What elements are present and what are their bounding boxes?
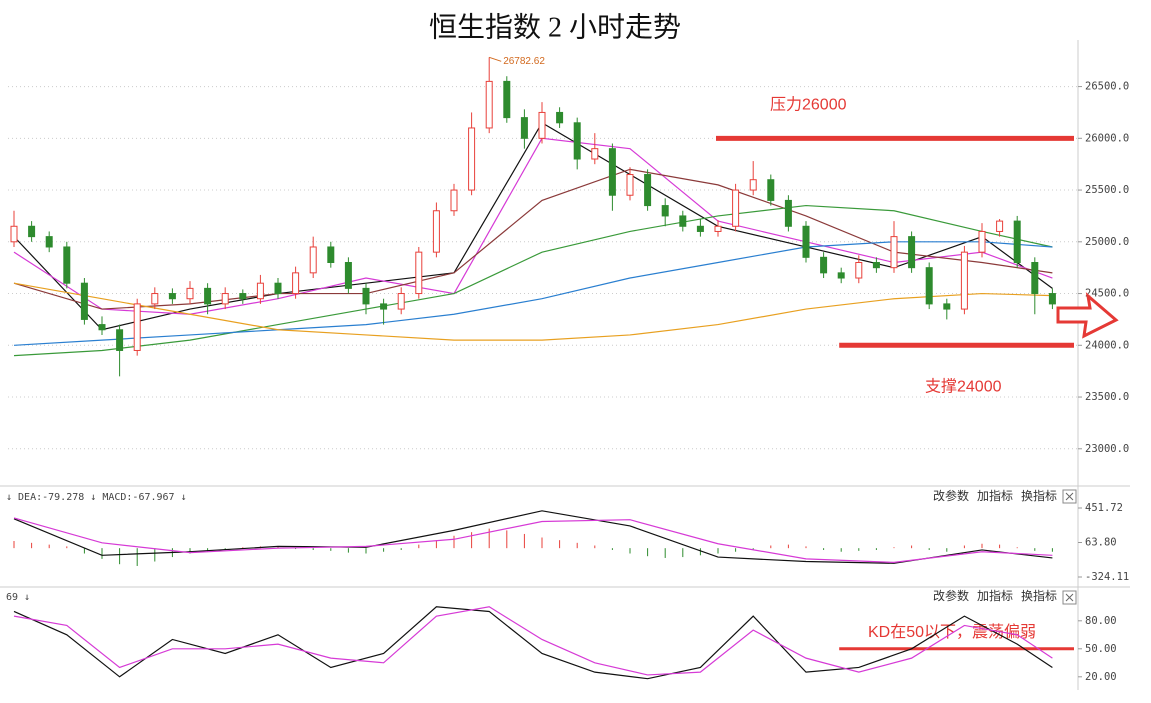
y-tick-label: 25500.0 — [1085, 184, 1129, 196]
indicator-line — [13, 517, 1053, 564]
candle-body — [591, 148, 599, 160]
candle-body — [732, 189, 740, 227]
indicator-line — [13, 606, 1053, 676]
candle-body — [450, 189, 458, 212]
indicator-line — [13, 510, 1053, 564]
candle-body — [1013, 220, 1021, 263]
candle-body — [890, 236, 898, 269]
y-tick-label: 20.00 — [1085, 671, 1117, 683]
candle-body — [397, 293, 405, 310]
y-tick-label: 24500.0 — [1085, 288, 1129, 300]
candle-body — [626, 174, 634, 196]
indicator-button[interactable]: 换指标 — [1021, 588, 1057, 603]
candle-body — [80, 282, 88, 320]
level-label: 压力26000 — [770, 96, 847, 114]
candle-body — [380, 303, 388, 310]
y-tick-label: 25000.0 — [1085, 236, 1129, 248]
candle-body — [133, 303, 141, 351]
candle-body — [556, 111, 564, 124]
indicator-header: 69 ↓ — [6, 592, 30, 603]
candle-body — [63, 246, 71, 284]
candle-body — [274, 282, 282, 295]
level-label: KD在50以下，震荡偏弱 — [868, 623, 1036, 641]
max-pointer — [489, 56, 502, 62]
candle-body — [749, 179, 757, 191]
candle-body — [520, 117, 528, 139]
indicator-button[interactable]: 加指标 — [977, 588, 1013, 603]
candle-body — [872, 262, 880, 269]
y-tick-label: 26000.0 — [1085, 132, 1129, 144]
candle-body — [820, 256, 828, 274]
candle-body — [485, 80, 493, 129]
indicator-line — [13, 606, 1053, 680]
candle-body — [116, 329, 124, 351]
candle-body — [10, 225, 18, 243]
candle-body — [309, 246, 317, 274]
y-tick-label: -324.11 — [1085, 571, 1129, 583]
candle-body — [978, 230, 986, 253]
indicator-line — [13, 282, 1053, 341]
candle-body — [292, 272, 300, 295]
y-tick-label: 63.80 — [1085, 536, 1117, 548]
candle-body — [644, 174, 652, 207]
candle-body — [256, 282, 264, 300]
y-tick-label: 451.72 — [1085, 502, 1123, 514]
candle-body — [239, 293, 247, 300]
candle-body — [327, 246, 335, 264]
candle-body — [573, 122, 581, 160]
candle-body — [98, 324, 106, 331]
candle-body — [415, 251, 423, 295]
chart-title: 恒生指数 2 小时走势 — [429, 11, 681, 43]
level-label: 支撑24000 — [925, 378, 1002, 396]
y-tick-label: 23500.0 — [1085, 391, 1129, 403]
candle-body — [432, 210, 440, 253]
y-tick-label: 24000.0 — [1085, 339, 1129, 351]
indicator-button[interactable]: 换指标 — [1021, 488, 1057, 503]
candle-body — [45, 236, 53, 248]
y-tick-label: 26500.0 — [1085, 81, 1129, 93]
trend-arrow — [1056, 292, 1119, 339]
candle-body — [925, 267, 933, 305]
candle-body — [344, 262, 352, 289]
candle-body — [204, 287, 212, 305]
candle-body — [28, 225, 36, 238]
candle-body — [1048, 293, 1056, 305]
candle-body — [767, 179, 775, 201]
close-icon[interactable] — [1062, 590, 1077, 605]
candle-body — [608, 148, 616, 196]
candle-body — [714, 225, 722, 232]
indicator-button[interactable]: 改参数 — [933, 588, 969, 603]
candle-body — [538, 111, 546, 139]
max-label: 26782.62 — [503, 56, 545, 67]
candle-body — [468, 127, 476, 191]
close-icon[interactable] — [1062, 489, 1077, 504]
y-tick-label: 23000.0 — [1085, 443, 1129, 455]
candle-body — [151, 293, 159, 305]
candle-body — [960, 251, 968, 310]
candle-body — [1031, 262, 1039, 295]
candle-body — [679, 215, 687, 227]
candle-body — [996, 220, 1004, 232]
candle-body — [802, 225, 810, 258]
candle-body — [362, 287, 370, 305]
y-tick-label: 50.00 — [1085, 643, 1117, 655]
candle-body — [168, 293, 176, 300]
candle-body — [784, 199, 792, 227]
candle-body — [696, 225, 704, 232]
candle-body — [186, 287, 194, 300]
indicator-header: ↓ DEA:-79.278 ↓ MACD:-67.967 ↓ — [6, 492, 187, 503]
y-tick-label: 80.00 — [1085, 615, 1117, 627]
candle-body — [837, 272, 845, 279]
indicator-button[interactable]: 加指标 — [977, 488, 1013, 503]
indicator-button[interactable]: 改参数 — [933, 488, 969, 503]
candle-body — [221, 293, 229, 305]
candle-body — [661, 205, 669, 217]
candle-body — [855, 262, 863, 279]
candle-body — [943, 303, 951, 310]
candle-body — [503, 80, 511, 119]
candle-body — [908, 236, 916, 269]
indicator-line — [13, 204, 1053, 357]
